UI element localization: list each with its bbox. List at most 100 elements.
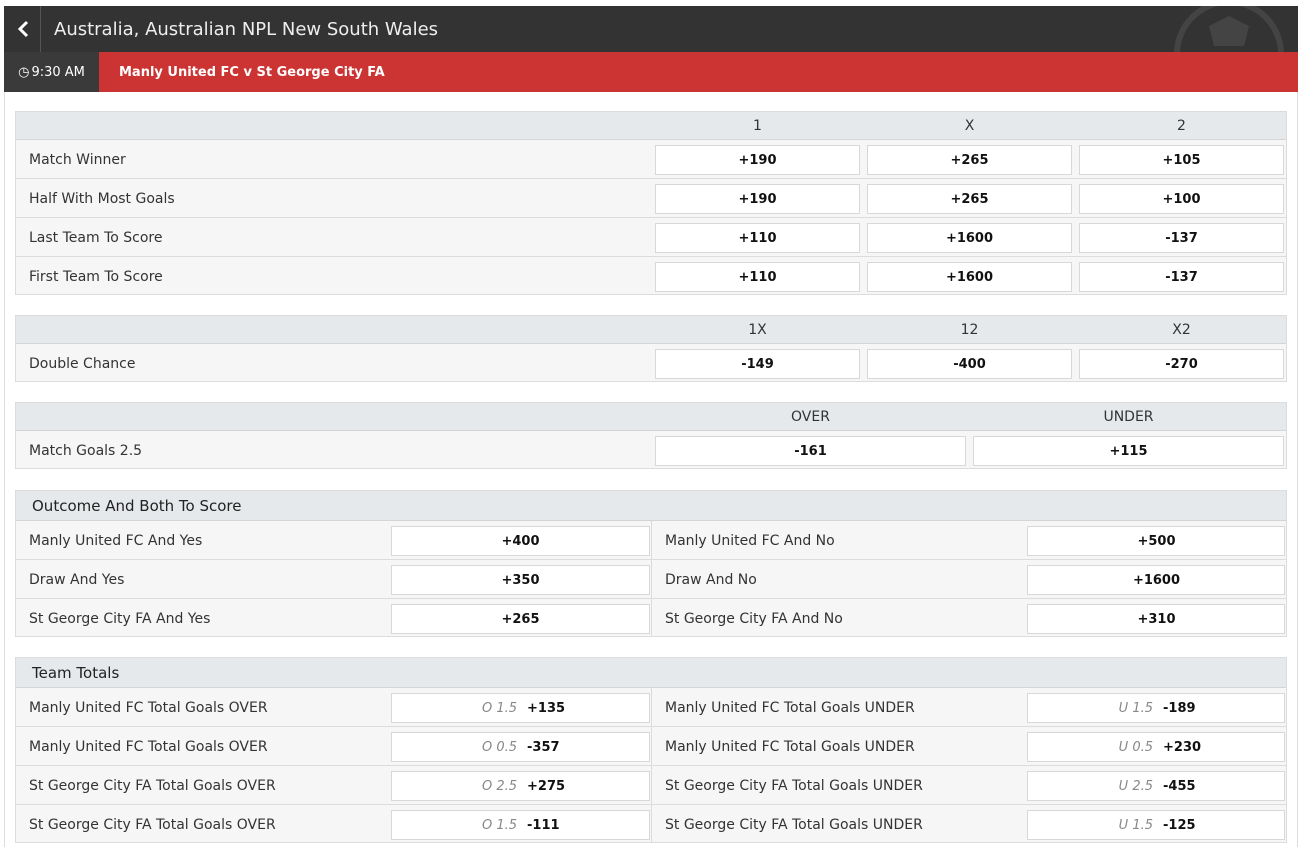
line-value: U 2.5 xyxy=(1118,778,1153,794)
odds-value: +265 xyxy=(501,611,540,627)
odds-button[interactable]: O 2.5 +275 xyxy=(391,771,650,801)
league-title: Australia, Australian NPL New South Wale… xyxy=(54,18,439,40)
market-row: First Team To Score +110 +1600 -137 xyxy=(16,257,1286,296)
selection-label: St George City FA Total Goals OVER xyxy=(29,777,276,794)
odds-button[interactable]: -137 xyxy=(1079,262,1284,292)
odds-button[interactable]: +310 xyxy=(1027,604,1285,634)
odds-button[interactable]: U 2.5 -455 xyxy=(1027,771,1285,801)
market-row: Manly United FC Total Goals OVER O 1.5 +13… xyxy=(16,688,1286,727)
selection-label: Manly United FC And No xyxy=(665,532,835,549)
market-row: Double Chance -149 -400 -270 xyxy=(16,344,1286,383)
market-header xyxy=(16,316,1286,344)
market-label: Last Team To Score xyxy=(29,229,163,246)
section-title: Outcome And Both To Score xyxy=(16,491,1286,521)
odds-button[interactable]: -400 xyxy=(867,349,1072,379)
back-button[interactable] xyxy=(12,18,34,40)
clock-icon: ◷ xyxy=(18,64,30,80)
market-row: St George City FA Total Goals OVER O 1.5-… xyxy=(16,805,1286,844)
odds-button[interactable]: O 1.5 +135 xyxy=(391,693,650,723)
market-label: First Team To Score xyxy=(29,268,163,285)
column-header: 12 xyxy=(960,322,979,338)
odds-button[interactable]: O 0.5 -357 xyxy=(391,732,650,762)
selection-label: St George City FA Total Goals UNDER xyxy=(665,816,923,833)
odds-value: +1600 xyxy=(1132,572,1181,588)
selection-label: Manly United FC Total Goals OVER xyxy=(29,699,268,716)
market-table: OVER UNDER Match Goals 2.5 -161 +115 xyxy=(15,402,1287,469)
column-header: X xyxy=(964,118,975,134)
selection-label: Manly United FC Total Goals UNDER xyxy=(665,699,915,716)
column-header: X2 xyxy=(1172,322,1191,338)
column-header: OVER xyxy=(791,409,830,425)
odds-button[interactable]: U 0.5 +230 xyxy=(1027,732,1285,762)
odds-button[interactable]: U 1.5 -189 xyxy=(1027,693,1285,723)
odds-button[interactable]: -137 xyxy=(1079,223,1284,253)
odds-value: -455 xyxy=(1163,778,1196,794)
ball-icon xyxy=(1174,6,1284,52)
selection-label: St George City FA Total Goals UNDER xyxy=(665,777,923,794)
market-row: Manly United FC And Yes +400 Manly United … xyxy=(16,521,1286,560)
odds-value: -125 xyxy=(1163,817,1196,833)
column-header: 1X xyxy=(748,322,767,338)
top-bar: Australia, Australian NPL New South Wale… xyxy=(4,6,1298,52)
odds-value: +275 xyxy=(527,778,566,794)
market-row: St George City FA And Yes +265 St George C… xyxy=(16,599,1286,638)
market-table: Outcome And Both To Score Manly United FC… xyxy=(15,490,1287,637)
odds-button[interactable]: -270 xyxy=(1079,349,1284,379)
odds-button[interactable]: +1600 xyxy=(867,223,1072,253)
odds-value: -111 xyxy=(527,817,560,833)
odds-button[interactable]: +350 xyxy=(391,565,650,595)
odds-button[interactable]: -149 xyxy=(655,349,860,379)
event-time: 9:30 AM xyxy=(31,64,85,80)
odds-value: -357 xyxy=(527,739,560,755)
odds-button[interactable]: U 1.5 -125 xyxy=(1027,810,1285,840)
market-row: Last Team To Score +110 +1600 -137 xyxy=(16,218,1286,257)
odds-button[interactable]: +100 xyxy=(1079,184,1284,214)
selection-label: St George City FA And No xyxy=(665,610,843,627)
selection-label: Manly United FC Total Goals OVER xyxy=(29,738,268,755)
column-header: 1 xyxy=(753,118,762,134)
odds-value: +230 xyxy=(1163,739,1202,755)
line-value: O 1.5 xyxy=(481,817,517,833)
odds-button[interactable]: +110 xyxy=(655,223,860,253)
odds-button[interactable]: +265 xyxy=(391,604,650,634)
odds-button[interactable]: -161 xyxy=(655,436,966,466)
odds-button[interactable]: +265 xyxy=(867,145,1072,175)
odds-button[interactable]: +400 xyxy=(391,526,650,556)
odds-value: +135 xyxy=(527,700,566,716)
line-value: U 1.5 xyxy=(1118,700,1153,716)
odds-button[interactable]: +115 xyxy=(973,436,1284,466)
odds-button[interactable]: +105 xyxy=(1079,145,1284,175)
selection-label: Draw And No xyxy=(665,571,757,588)
market-row: Half With Most Goals +190 +265 +100 xyxy=(16,179,1286,218)
content xyxy=(4,92,1298,847)
odds-button[interactable]: +265 xyxy=(867,184,1072,214)
section-title: Team Totals xyxy=(16,658,1286,688)
odds-button[interactable]: +110 xyxy=(655,262,860,292)
line-value: O 0.5 xyxy=(481,739,517,755)
market-row: Match Goals 2.5 -161 +115 xyxy=(16,431,1286,470)
selection-label: Manly United FC And Yes xyxy=(29,532,203,549)
odds-value: +350 xyxy=(501,572,540,588)
odds-button[interactable]: +190 xyxy=(655,145,860,175)
market-table: Team Totals Manly United FC Total Goals O… xyxy=(15,657,1287,843)
selection-label: St George City FA And Yes xyxy=(29,610,211,627)
market-row: Draw And Yes +350 Draw And No +1600 xyxy=(16,560,1286,599)
column-divider xyxy=(651,521,652,636)
market-header xyxy=(16,403,1286,431)
market-label: Match Winner xyxy=(29,151,126,168)
market-label: Match Goals 2.5 xyxy=(29,442,143,459)
market-table: 1X 12 X2 Double Chance -149 -400 -270 xyxy=(15,315,1287,382)
selection-label: Manly United FC Total Goals UNDER xyxy=(665,738,915,755)
column-header: 2 xyxy=(1177,118,1186,134)
odds-button[interactable]: O 1.5 -111 xyxy=(391,810,650,840)
market-row: Manly United FC Total Goals OVER O 0.5 -35… xyxy=(16,727,1286,766)
event-name[interactable]: Manly United FC v St George City FA xyxy=(119,64,385,80)
odds-button[interactable]: +190 xyxy=(655,184,860,214)
odds-button[interactable]: +1600 xyxy=(1027,565,1285,595)
market-label: Half With Most Goals xyxy=(29,190,175,207)
selection-label: Draw And Yes xyxy=(29,571,125,588)
market-header xyxy=(16,112,1286,140)
odds-button[interactable]: +500 xyxy=(1027,526,1285,556)
market-row: St George City FA Total Goals OVER O 2.5 +… xyxy=(16,766,1286,805)
odds-button[interactable]: +1600 xyxy=(867,262,1072,292)
